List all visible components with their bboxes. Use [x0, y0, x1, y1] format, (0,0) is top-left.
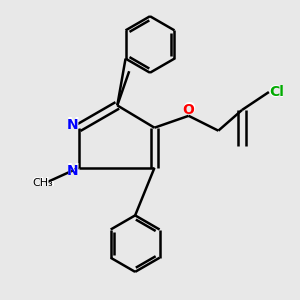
- Text: N: N: [67, 164, 79, 178]
- Text: N: N: [66, 163, 79, 178]
- Text: O: O: [182, 102, 195, 117]
- Text: N: N: [66, 117, 79, 132]
- Text: Cl: Cl: [268, 85, 284, 100]
- Text: CH₃: CH₃: [33, 178, 53, 188]
- Text: Cl: Cl: [269, 85, 284, 99]
- Text: N: N: [67, 118, 79, 132]
- Text: O: O: [183, 103, 195, 117]
- Text: CH₃: CH₃: [31, 176, 55, 189]
